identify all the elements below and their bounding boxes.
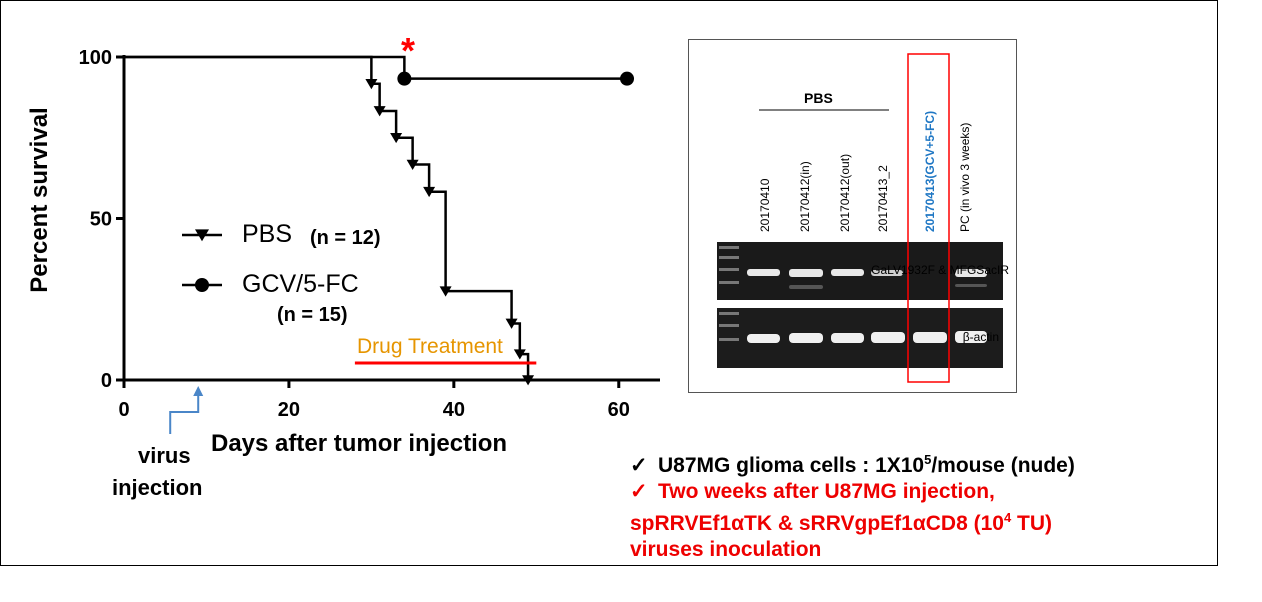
gel-band-top-3 <box>831 269 864 276</box>
bullet-2-cont-1: spRRVEf1αTK & sRRVgpEf1αCD8 (104 TU) <box>630 505 1075 537</box>
y-axis-label: Percent survival <box>26 107 53 293</box>
bullet-1-end: /mouse (nude) <box>931 454 1075 477</box>
bullet-2: ✓ Two weeks after U87MG injection, <box>630 479 1075 505</box>
bullet-2-sup: 4 <box>1003 510 1012 525</box>
data-point-pbs-7 <box>513 349 526 360</box>
significance-asterisk: * <box>401 30 416 71</box>
chart-axes: 0 50 100 0 20 40 60 <box>79 47 660 421</box>
data-point-pbs-2 <box>390 132 403 144</box>
virus-injection-label-line1: virus <box>138 443 191 468</box>
gel-lane-label-5: 20170413(GCV+5-FC) <box>923 111 937 232</box>
gel-band-top-4 <box>871 270 903 276</box>
legend-n-gcv: (n = 15) <box>277 304 348 326</box>
y-tick-label: 50 <box>90 209 112 231</box>
gel-lane-label-1: 20170410 <box>758 178 772 232</box>
gel-band-top-1 <box>747 269 780 276</box>
gel-band-top-2 <box>789 269 823 277</box>
series-layer <box>124 55 635 386</box>
gel-lane-label-6: PC (in vivo 3 weeks) <box>958 123 972 232</box>
legend-label-gcv: GCV/5-FC <box>242 270 359 298</box>
legend-n-pbs: (n = 12) <box>310 227 381 249</box>
data-point-gcv-1 <box>620 71 635 86</box>
data-point-gcv-0 <box>397 71 412 86</box>
x-tick-label: 60 <box>608 399 630 421</box>
drug-treatment-label: Drug Treatment <box>357 335 503 358</box>
gel-ladder <box>719 246 739 341</box>
data-point-pbs-8 <box>522 375 535 386</box>
y-tick-label: 0 <box>101 370 112 392</box>
bullet-2-line-c: viruses inoculation <box>630 538 822 561</box>
data-point-pbs-1 <box>373 106 386 117</box>
gel-band-label-bottom: β-actin <box>963 330 999 344</box>
gel-highlight-box <box>907 53 950 383</box>
bullet-2-line-b: spRRVEf1αTK & sRRVgpEf1αCD8 (10 <box>630 512 1004 535</box>
legend-marker-pbs <box>195 229 209 242</box>
x-tick-label: 0 <box>118 399 129 421</box>
x-axis-label: Days after tumor injection <box>211 430 508 457</box>
series-line-gcv <box>124 55 628 80</box>
gel-lane-label-2: 20170412(in) <box>798 161 812 232</box>
survival-chart: 0 50 100 0 20 40 60 <box>79 47 660 434</box>
legend-marker-gcv <box>195 278 209 292</box>
figure-frame <box>0 0 1218 566</box>
series-line-pbs <box>124 55 530 380</box>
data-point-pbs-5 <box>439 286 452 297</box>
bullet-2-cont-2: viruses inoculation <box>630 537 1075 563</box>
bullet-notes: ✓ U87MG glioma cells : 1X105/mouse (nude)… <box>630 447 1075 563</box>
annotation-layer <box>169 229 537 434</box>
bullet-1-text: U87MG glioma cells : 1X10 <box>658 454 925 477</box>
x-tick-label: 20 <box>278 399 300 421</box>
data-point-pbs-4 <box>423 186 436 198</box>
gel-band-bottom-4 <box>871 332 905 343</box>
gel-band-bottom-1 <box>747 334 780 343</box>
data-point-pbs-6 <box>505 318 518 329</box>
bullet-1: ✓ U87MG glioma cells : 1X105/mouse (nude) <box>630 447 1075 479</box>
y-tick-label: 100 <box>79 47 112 69</box>
gel-lane-label-4: 20170413_2 <box>876 165 890 232</box>
gel-bands-bottom <box>747 331 987 343</box>
legend-label-pbs: PBS <box>242 220 293 248</box>
gel-band-bottom-2 <box>789 333 823 343</box>
data-point-pbs-0 <box>365 79 378 90</box>
gel-band-bottom-5 <box>913 332 947 343</box>
gel-band-top-6 <box>955 269 987 277</box>
gel-image: PBS 20170410 20170412(in) 20170412(out) … <box>717 53 1009 383</box>
check-icon: ✓ <box>630 480 648 503</box>
virus-injection-label-line2: injection <box>112 475 203 500</box>
x-tick-label: 40 <box>443 399 465 421</box>
gel-band-label-top: GaLV1932F & MFGSacIR <box>871 263 1009 277</box>
gel-faint-bands <box>789 284 987 289</box>
bullet-1-sup: 5 <box>924 452 932 467</box>
gel-group-label: PBS <box>804 90 833 106</box>
gel-band-bottom-3 <box>831 333 864 343</box>
gel-bands-top <box>747 269 987 277</box>
gel-lane-label-3: 20170412(out) <box>838 154 852 232</box>
bullet-2-line-b-end: TU) <box>1011 512 1053 535</box>
check-icon: ✓ <box>630 454 648 477</box>
gel-band-bottom-6 <box>955 331 987 343</box>
gel-panel: PBS 20170410 20170412(in) 20170412(out) … <box>688 39 1017 393</box>
data-point-pbs-3 <box>406 159 419 170</box>
bullet-2-line-a: Two weeks after U87MG injection, <box>658 480 995 503</box>
arrowhead-icon <box>193 386 204 396</box>
virus-injection-arrow <box>169 392 200 434</box>
